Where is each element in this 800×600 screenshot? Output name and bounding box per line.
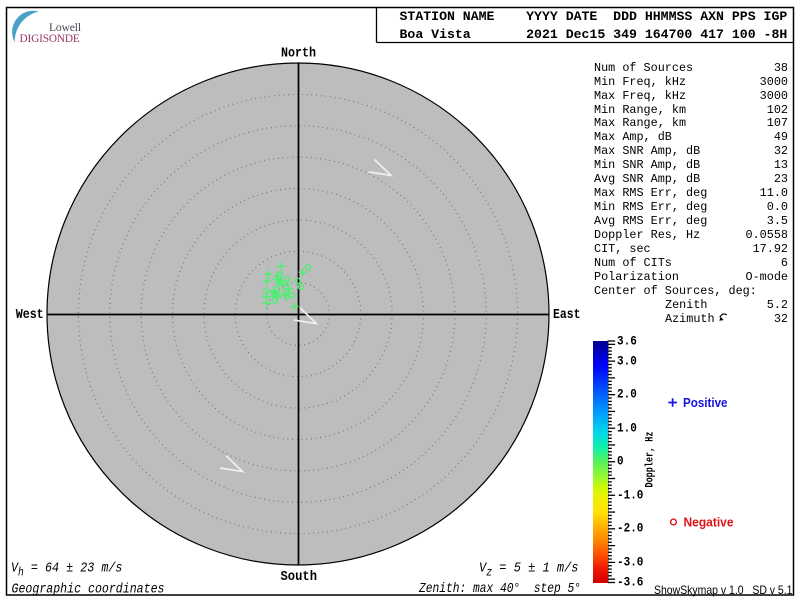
svg-text:Vz = 5 ± 1 m/s: Vz = 5 ± 1 m/s xyxy=(479,561,579,580)
svg-text:North: North xyxy=(281,46,316,62)
svg-text:Vh = 64 ± 23 m/s: Vh = 64 ± 23 m/s xyxy=(11,561,123,580)
svg-text:Zenith: max 40° step 5°: Zenith: max 40° step 5° xyxy=(418,581,581,597)
svg-text:Negative: Negative xyxy=(684,515,734,529)
svg-text:Geographic coordinates: Geographic coordinates xyxy=(12,582,165,598)
svg-text:Doppler, Hz: Doppler, Hz xyxy=(645,432,657,488)
svg-text:South: South xyxy=(281,569,318,585)
svg-text:West: West xyxy=(16,307,44,323)
svg-text:Positive: Positive xyxy=(683,396,728,410)
svg-text:East: East xyxy=(553,307,581,323)
svg-text:ShowSkymap v 1.0 SD v 5.1: ShowSkymap v 1.0 SD v 5.1 xyxy=(654,583,793,597)
